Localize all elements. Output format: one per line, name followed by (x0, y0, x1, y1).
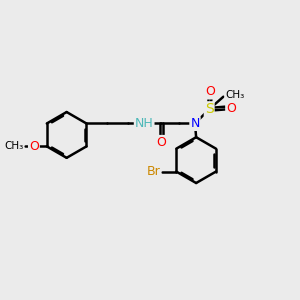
Text: N: N (190, 117, 200, 130)
Text: O: O (206, 85, 215, 98)
Text: Br: Br (147, 165, 160, 178)
Text: CH₃: CH₃ (4, 141, 23, 152)
Text: O: O (226, 102, 236, 115)
Text: O: O (29, 140, 39, 153)
Text: NH: NH (135, 117, 154, 130)
Text: S: S (205, 102, 214, 116)
Text: O: O (156, 136, 166, 149)
Text: CH₃: CH₃ (225, 90, 244, 100)
